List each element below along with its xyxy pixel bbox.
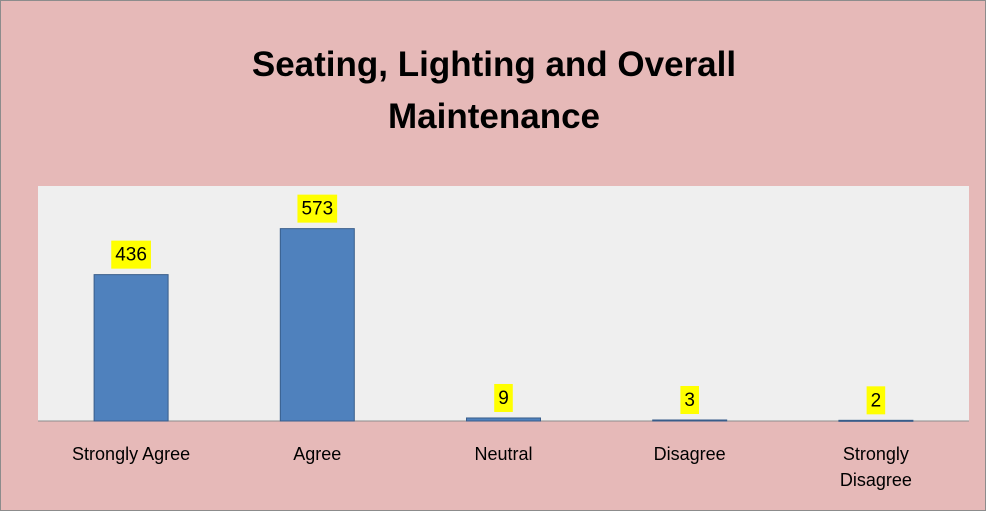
- data-label-bg: [494, 383, 513, 412]
- data-label-bg: [297, 194, 338, 223]
- data-label: 9: [498, 388, 509, 409]
- bar: [838, 419, 914, 422]
- bar: [279, 228, 355, 422]
- x-tick-label: Strongly Disagree: [839, 444, 912, 490]
- x-tick-label: Strongly Agree: [72, 444, 191, 464]
- x-tick-label: Disagree: [653, 444, 726, 464]
- data-label: 573: [301, 199, 333, 220]
- data-label-bg: [111, 240, 151, 269]
- bar: [466, 417, 541, 422]
- data-label-bg: [866, 386, 886, 415]
- bar: [93, 274, 169, 422]
- data-label: 2: [871, 390, 882, 411]
- data-label: 3: [684, 390, 695, 411]
- data-label-bg: [680, 385, 699, 414]
- x-tick-label: Agree: [293, 444, 342, 464]
- plot-area: [38, 186, 969, 421]
- x-tick-label: Neutral: [474, 444, 533, 464]
- chart-title: Seating, Lighting and Overall Maintenanc…: [251, 45, 737, 136]
- bar: [652, 419, 728, 422]
- data-label: 436: [115, 245, 147, 266]
